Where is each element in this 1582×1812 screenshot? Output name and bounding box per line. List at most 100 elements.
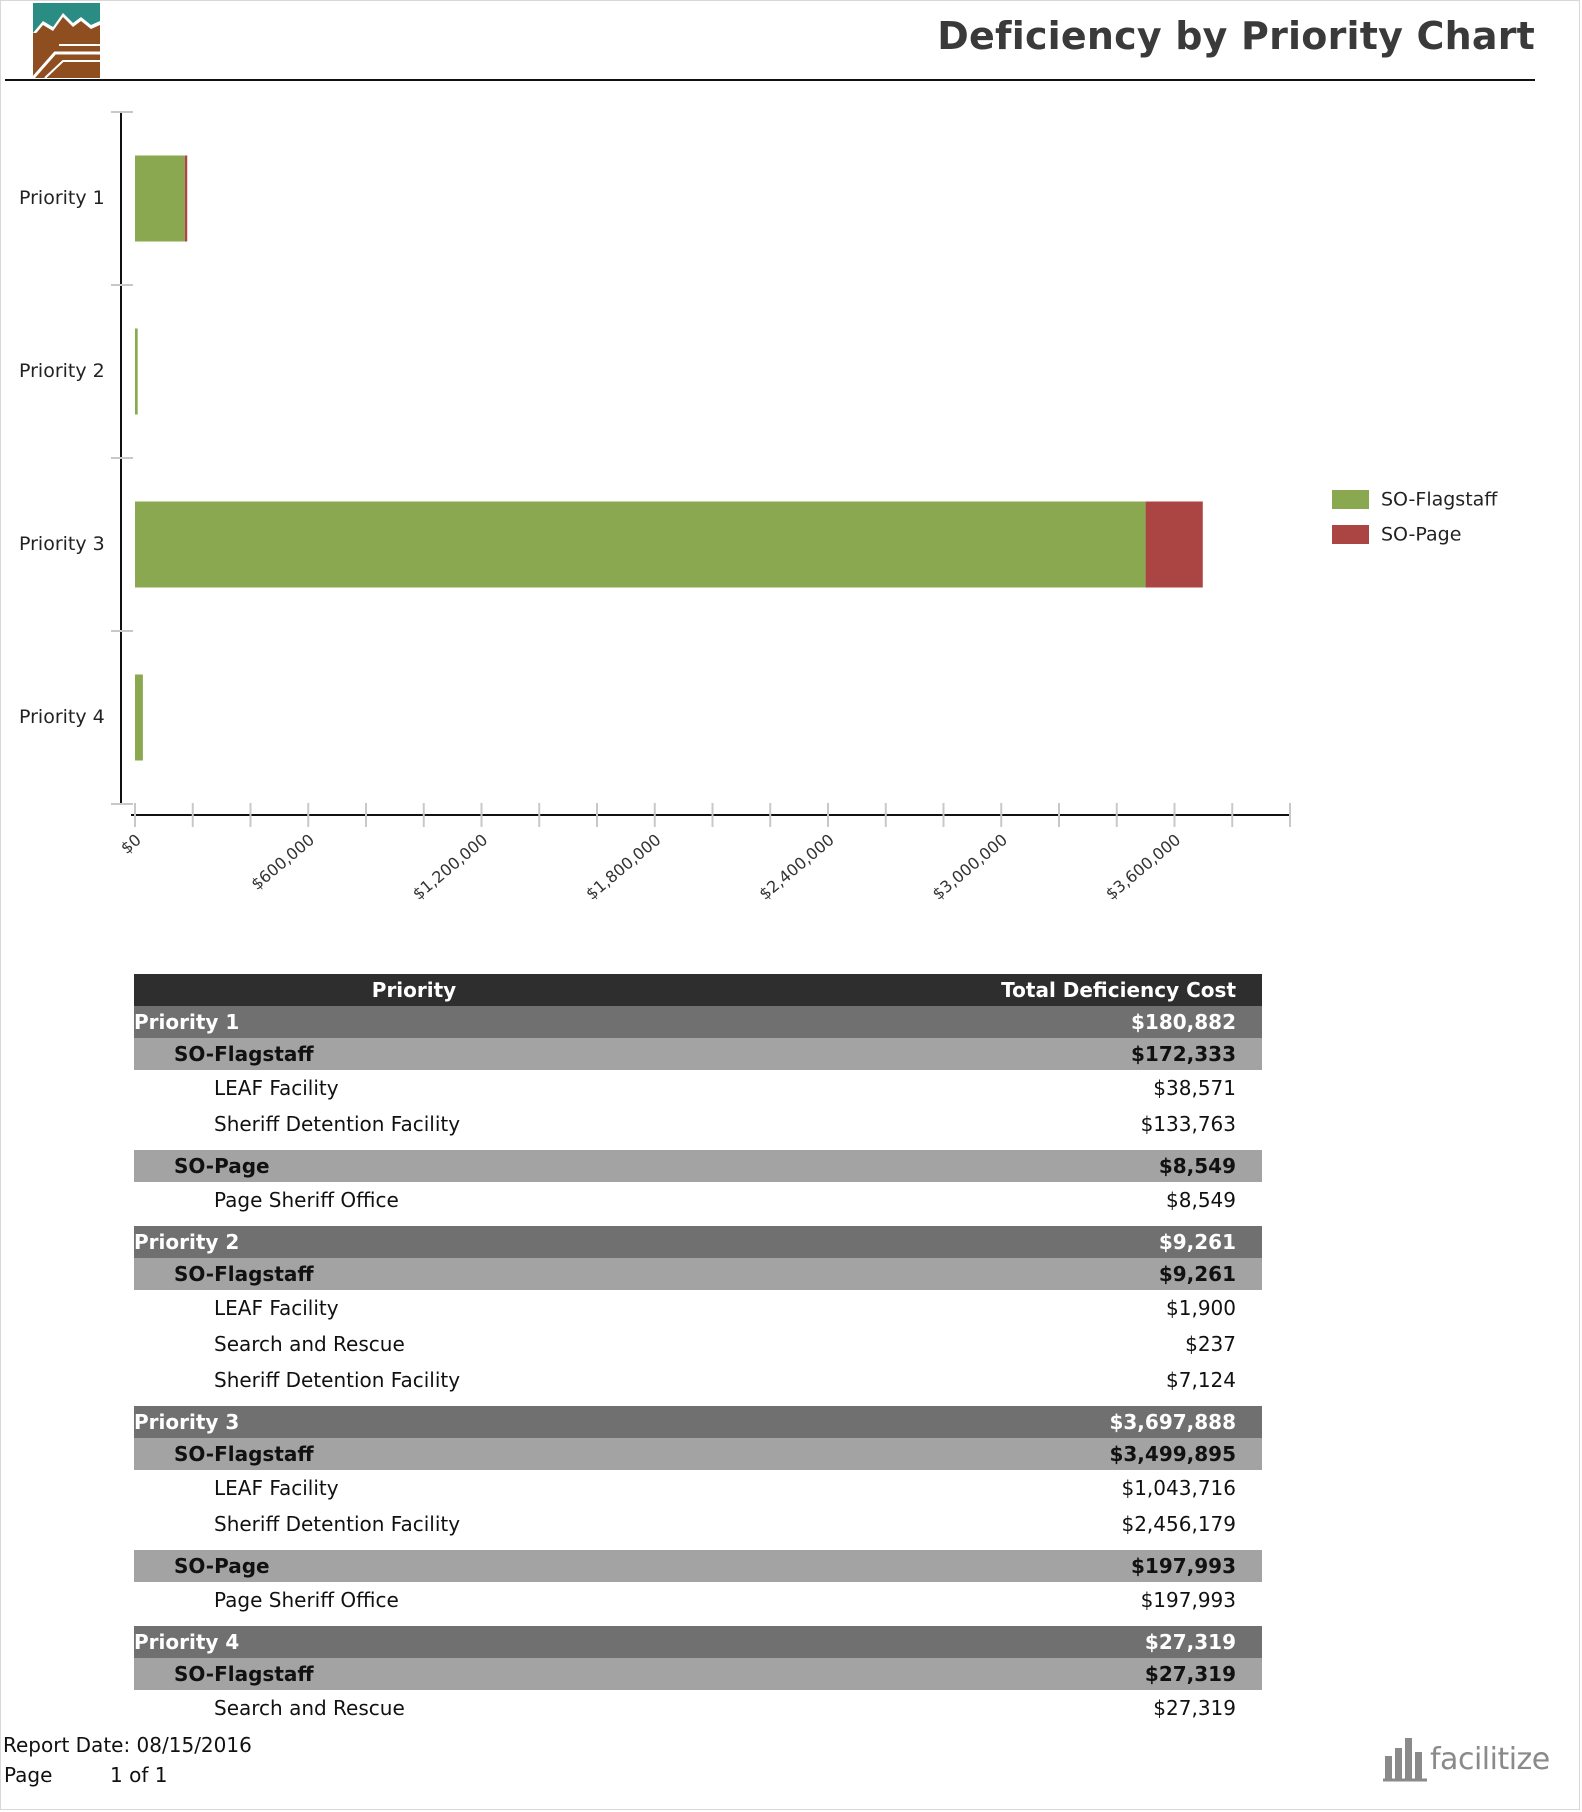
facility-cost: $133,763 [694,1106,1262,1142]
facility-row: Search and Rescue $237 [134,1326,1262,1362]
x-tick-label: $1,200,000 [409,830,491,903]
table-spacer [134,1542,1262,1550]
facility-name: Sheriff Detention Facility [134,1362,694,1398]
facilitize-bars-icon [1383,1738,1427,1782]
facility-cost: $8,549 [694,1182,1262,1218]
priority-row: Priority 2 $9,261 [134,1226,1262,1258]
facility-name: Search and Rescue [134,1326,694,1362]
table-spacer [134,1398,1262,1406]
group-row: SO-Page $8,549 [134,1150,1262,1182]
bar-so-flagstaff [135,328,138,415]
facility-row: Sheriff Detention Facility $2,456,179 [134,1506,1262,1542]
x-tick-label: $0 [117,830,145,858]
facility-cost: $1,900 [694,1290,1262,1326]
group-total: $8,549 [694,1150,1262,1182]
y-category-label: Priority 1 [19,187,105,209]
facility-name: LEAF Facility [134,1470,694,1506]
legend-label: SO-Flagstaff [1381,489,1498,511]
table-spacer [134,1142,1262,1150]
y-category-label: Priority 3 [19,533,105,555]
bar-so-flagstaff [135,155,185,242]
column-header-priority: Priority [134,974,694,1006]
table-spacer [134,1218,1262,1226]
priority-total: $27,319 [694,1626,1262,1658]
table-spacer [134,1618,1262,1626]
facility-row: LEAF Facility $1,043,716 [134,1470,1262,1506]
facility-cost: $1,043,716 [694,1470,1262,1506]
facility-name: Search and Rescue [134,1690,694,1726]
priority-total: $3,697,888 [694,1406,1262,1438]
group-row: SO-Flagstaff $3,499,895 [134,1438,1262,1470]
facility-name: Page Sheriff Office [134,1582,694,1618]
priority-row: Priority 3 $3,697,888 [134,1406,1262,1438]
group-total: $3,499,895 [694,1438,1262,1470]
priority-row: Priority 1 $180,882 [134,1006,1262,1038]
x-tick-label: $2,400,000 [755,830,837,903]
group-name: SO-Flagstaff [134,1438,694,1470]
group-name: SO-Page [134,1150,694,1182]
group-row: SO-Flagstaff $172,333 [134,1038,1262,1070]
group-row: SO-Flagstaff $9,261 [134,1258,1262,1290]
deficiency-bar-chart: $0 $600,000 $1,200,000 $1,800,000 $2,400,000… [19,111,1498,904]
facility-name: Page Sheriff Office [134,1182,694,1218]
x-tick-label: $3,600,000 [1102,830,1184,903]
facility-name: Sheriff Detention Facility [134,1106,694,1142]
group-total: $9,261 [694,1258,1262,1290]
bar-so-page [1145,501,1203,588]
bar-so-flagstaff [135,674,143,761]
facility-name: Sheriff Detention Facility [134,1506,694,1542]
x-tick-label: $3,000,000 [929,830,1011,903]
priority-name: Priority 1 [134,1006,694,1038]
group-total: $197,993 [694,1550,1262,1582]
priority-name: Priority 2 [134,1226,694,1258]
facility-cost: $2,456,179 [694,1506,1262,1542]
group-name: SO-Flagstaff [134,1038,694,1070]
page-number: 1 of 1 [110,1763,168,1787]
facility-row: Search and Rescue $27,319 [134,1690,1262,1726]
facility-name: LEAF Facility [134,1070,694,1106]
priority-total: $9,261 [694,1226,1262,1258]
facilitize-logo: facilitize [1383,1730,1550,1786]
facility-row: Page Sheriff Office $197,993 [134,1582,1262,1618]
facility-row: LEAF Facility $1,900 [134,1290,1262,1326]
legend-swatch [1332,525,1369,544]
x-tick-label: $600,000 [247,830,318,894]
deficiency-table: Priority Total Deficiency Cost Priority … [134,974,1262,1734]
facility-cost: $27,319 [694,1690,1262,1726]
facilitize-wordmark: facilitize [1430,1742,1550,1777]
facility-row: Sheriff Detention Facility $7,124 [134,1362,1262,1398]
facility-row: LEAF Facility $38,571 [134,1070,1262,1106]
y-category-label: Priority 2 [19,360,105,382]
bar-so-flagstaff [135,501,1146,588]
page-label: Page [4,1763,53,1787]
facility-cost: $7,124 [694,1362,1262,1398]
table-spacer [134,1726,1262,1734]
priority-name: Priority 4 [134,1626,694,1658]
group-row: SO-Page $197,993 [134,1550,1262,1582]
group-row: SO-Flagstaff $27,319 [134,1658,1262,1690]
facility-row: Page Sheriff Office $8,549 [134,1182,1262,1218]
y-category-label: Priority 4 [19,706,105,728]
facility-cost: $237 [694,1326,1262,1362]
header-divider [5,79,1535,81]
group-name: SO-Page [134,1550,694,1582]
priority-row: Priority 4 $27,319 [134,1626,1262,1658]
facility-cost: $38,571 [694,1070,1262,1106]
facility-name: LEAF Facility [134,1290,694,1326]
table-header-row: Priority Total Deficiency Cost [134,974,1262,1006]
deficiency-table-container: Priority Total Deficiency Cost Priority … [134,974,1262,1734]
report-title: Deficiency by Priority Chart [937,14,1535,58]
column-header-total-cost: Total Deficiency Cost [694,974,1262,1006]
x-tick-label: $1,800,000 [582,830,664,903]
facility-cost: $197,993 [694,1582,1262,1618]
group-total: $27,319 [694,1658,1262,1690]
legend-swatch [1332,490,1369,509]
organization-logo [33,3,100,78]
report-date: Report Date: 08/15/2016 [3,1733,252,1757]
group-name: SO-Flagstaff [134,1258,694,1290]
priority-total: $180,882 [694,1006,1262,1038]
priority-name: Priority 3 [134,1406,694,1438]
group-name: SO-Flagstaff [134,1658,694,1690]
bar-so-page [184,155,188,242]
legend-label: SO-Page [1381,524,1461,546]
